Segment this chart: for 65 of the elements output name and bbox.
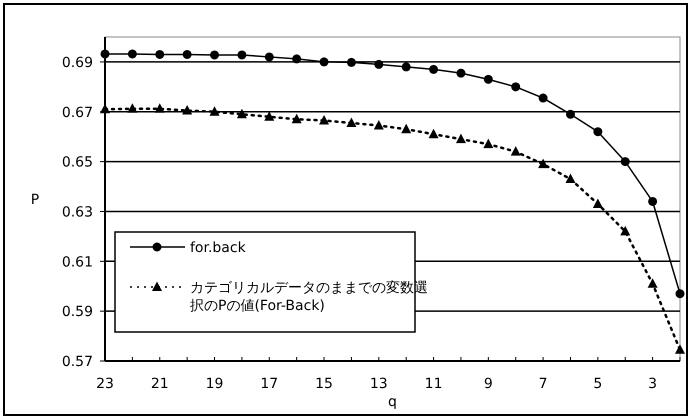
- point: [401, 124, 412, 134]
- point: [456, 68, 466, 78]
- point: [566, 110, 575, 119]
- y-tick-label: 0.65: [62, 154, 93, 171]
- x-tick-label: 23: [96, 376, 114, 392]
- point: [182, 50, 192, 59]
- y-axis-title: P: [30, 192, 40, 208]
- point: [155, 50, 164, 59]
- x-tick-label: 21: [150, 376, 169, 392]
- point: [648, 196, 658, 206]
- point: [210, 106, 220, 116]
- point: [236, 108, 247, 118]
- x-axis-title: q: [388, 394, 397, 410]
- point: [319, 114, 330, 124]
- point: [428, 128, 439, 138]
- x-tick-label: 17: [260, 376, 278, 392]
- point: [676, 289, 684, 298]
- point: [620, 157, 630, 166]
- point: [565, 174, 576, 184]
- point: [483, 138, 494, 148]
- point: [429, 64, 438, 74]
- point: [127, 103, 138, 113]
- point: [538, 94, 548, 103]
- x-tick-label: 3: [648, 376, 658, 392]
- y-tick-label: 0.57: [62, 354, 93, 370]
- point: [292, 114, 302, 124]
- point: [593, 127, 602, 136]
- y-tick-label: 0.67: [62, 104, 93, 121]
- x-tick-label: 15: [315, 376, 333, 392]
- point: [100, 49, 110, 58]
- point: [374, 60, 384, 69]
- point: [675, 344, 685, 354]
- point: [264, 52, 274, 62]
- x-tick-label: 7: [538, 376, 548, 392]
- point: [128, 49, 137, 58]
- x-tick-label: 19: [206, 376, 224, 392]
- point: [402, 62, 411, 72]
- point: [264, 111, 274, 121]
- x-tick-label: 11: [424, 376, 442, 392]
- point: [648, 278, 658, 288]
- point: [154, 103, 165, 113]
- legend-label: for.back: [190, 240, 247, 256]
- point: [511, 82, 520, 92]
- x-tick-label: 5: [593, 376, 602, 392]
- point: [510, 146, 521, 156]
- point: [484, 74, 493, 84]
- point: [456, 134, 466, 144]
- y-tick-label: 0.61: [62, 254, 93, 270]
- point: [592, 198, 603, 208]
- point: [320, 57, 329, 66]
- point: [182, 105, 192, 115]
- x-tick-label: 13: [370, 376, 388, 392]
- point: [538, 158, 548, 168]
- point: [346, 58, 356, 67]
- point: [292, 54, 302, 64]
- legend-label: カテゴリカルデータのままでの変数選択のPの値(For-Back): [190, 280, 428, 314]
- y-tick-label: 0.59: [62, 304, 93, 320]
- point: [237, 50, 246, 60]
- point: [210, 50, 220, 60]
- point: [346, 117, 356, 127]
- point: [620, 226, 630, 236]
- point: [374, 120, 384, 130]
- x-tick-label: 9: [484, 376, 493, 392]
- y-tick-label: 0.63: [62, 204, 93, 220]
- y-tick-label: 0.69: [62, 54, 93, 71]
